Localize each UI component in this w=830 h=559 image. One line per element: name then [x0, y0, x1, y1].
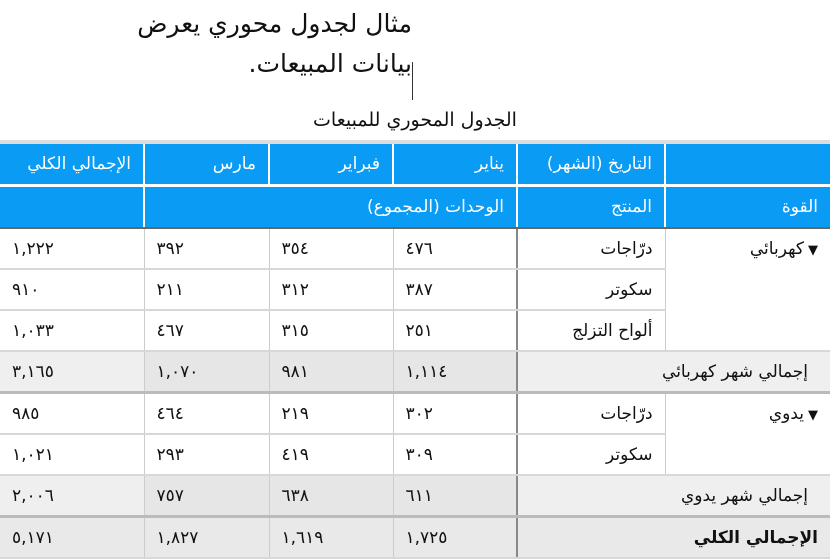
- product-cell[interactable]: سكوتر: [516, 269, 666, 311]
- product-cell[interactable]: درّاجات: [516, 392, 666, 435]
- power-group-cell[interactable]: ▼كهربائي: [664, 228, 830, 352]
- subtotal-total[interactable]: ٢,٠٠٦: [0, 475, 145, 518]
- subtotal-row: إجمالي شهر كهربائي ١,١١٤ ٩٨١ ١,٠٧٠ ٣,١٦٥: [0, 351, 830, 394]
- value-cell[interactable]: ٣١٢: [268, 269, 394, 311]
- header-product[interactable]: المنتج: [516, 185, 666, 229]
- product-cell[interactable]: سكوتر: [516, 434, 666, 476]
- grand-total-value[interactable]: ١,٦١٩: [268, 516, 394, 559]
- value-cell[interactable]: ٣٨٧: [392, 269, 518, 311]
- header-empty: [664, 142, 830, 187]
- subtotal-label[interactable]: إجمالي شهر يدوي: [516, 475, 830, 518]
- row-total-cell[interactable]: ١,٢٢٢: [0, 228, 145, 270]
- value-cell[interactable]: ٣٥٤: [268, 228, 394, 270]
- header-month[interactable]: مارس: [143, 142, 270, 187]
- header-power[interactable]: القوة: [664, 185, 830, 229]
- disclosure-triangle-icon[interactable]: ▼: [808, 408, 819, 423]
- subtotal-value[interactable]: ١,١١٤: [392, 351, 518, 394]
- table-row: ▼كهربائي درّاجات ٤٧٦ ٣٥٤ ٣٩٢ ١,٢٢٢: [0, 228, 830, 352]
- subtotal-total[interactable]: ٣,١٦٥: [0, 351, 145, 394]
- value-cell[interactable]: ٢١٩: [268, 392, 394, 435]
- subtotal-value[interactable]: ١,٠٧٠: [143, 351, 270, 394]
- power-group-label: كهربائي: [749, 239, 805, 259]
- row-total-cell[interactable]: ١,٠٣٣: [0, 310, 145, 352]
- header-month[interactable]: فبراير: [268, 142, 394, 187]
- value-cell[interactable]: ٤١٩: [268, 434, 394, 476]
- subtotal-value[interactable]: ٩٨١: [268, 351, 394, 394]
- table-title: الجدول المحوري للمبيعات: [0, 100, 830, 144]
- callout-leader-line: [412, 62, 413, 100]
- disclosure-triangle-icon[interactable]: ▼: [808, 243, 819, 258]
- header-row-columns: التاريخ (الشهر) يناير فبراير مارس الإجما…: [0, 142, 830, 187]
- power-group-cell[interactable]: ▼يدوي: [664, 392, 830, 476]
- header-row-fields: القوة المنتج الوحدات (المجموع): [0, 185, 830, 229]
- table-row: ▼يدوي درّاجات ٣٠٢ ٢١٩ ٤٦٤ ٩٨٥: [0, 392, 830, 476]
- value-cell[interactable]: ٣٠٩: [392, 434, 518, 476]
- product-cell[interactable]: درّاجات: [516, 228, 666, 270]
- subtotal-label[interactable]: إجمالي شهر كهربائي: [516, 351, 830, 394]
- table-row: سكوتر ٣٨٧ ٣١٢ ٢١١ ٩١٠: [0, 269, 830, 311]
- value-cell[interactable]: ٢٥١: [392, 310, 518, 352]
- pivot-table: الجدول المحوري للمبيعات التاريخ (الشهر) …: [0, 100, 830, 559]
- header-total[interactable]: الإجمالي الكلي: [0, 142, 145, 187]
- value-cell[interactable]: ٤٦٤: [143, 392, 270, 435]
- value-cell[interactable]: ٤٧٦: [392, 228, 518, 270]
- value-cell[interactable]: ٢٩٣: [143, 434, 270, 476]
- table-row: سكوتر ٣٠٩ ٤١٩ ٢٩٣ ١,٠٢١: [0, 434, 830, 476]
- product-cell[interactable]: ألواح التزلج: [516, 310, 666, 352]
- row-total-cell[interactable]: ٩١٠: [0, 269, 145, 311]
- subtotal-value[interactable]: ٦٣٨: [268, 475, 394, 518]
- power-group-label: يدوي: [768, 404, 805, 424]
- header-month[interactable]: يناير: [392, 142, 518, 187]
- grand-total-label[interactable]: الإجمالي الكلي: [516, 516, 830, 559]
- grand-total-value[interactable]: ١,٧٢٥: [392, 516, 518, 559]
- grand-total-value[interactable]: ١,٨٢٧: [143, 516, 270, 559]
- header-date[interactable]: التاريخ (الشهر): [516, 142, 666, 187]
- value-cell[interactable]: ٤٦٧: [143, 310, 270, 352]
- value-cell[interactable]: ٢١١: [143, 269, 270, 311]
- table-row: ألواح التزلج ٢٥١ ٣١٥ ٤٦٧ ١,٠٣٣: [0, 310, 830, 352]
- value-cell[interactable]: ٣١٥: [268, 310, 394, 352]
- row-total-cell[interactable]: ٩٨٥: [0, 392, 145, 435]
- grand-total-row: الإجمالي الكلي ١,٧٢٥ ١,٦١٩ ١,٨٢٧ ٥,١٧١: [0, 516, 830, 559]
- value-cell[interactable]: ٣٩٢: [143, 228, 270, 270]
- subtotal-value[interactable]: ٦١١: [392, 475, 518, 518]
- value-cell[interactable]: ٣٠٢: [392, 392, 518, 435]
- callout-text: مثال لجدول محوري يعرض بيانات المبيعات.: [137, 9, 412, 78]
- header-empty: [0, 185, 145, 229]
- subtotal-value[interactable]: ٧٥٧: [143, 475, 270, 518]
- subtotal-row: إجمالي شهر يدوي ٦١١ ٦٣٨ ٧٥٧ ٢,٠٠٦: [0, 475, 830, 518]
- row-total-cell[interactable]: ١,٠٢١: [0, 434, 145, 476]
- header-units[interactable]: الوحدات (المجموع): [143, 185, 518, 229]
- grand-total-total[interactable]: ٥,١٧١: [0, 516, 145, 559]
